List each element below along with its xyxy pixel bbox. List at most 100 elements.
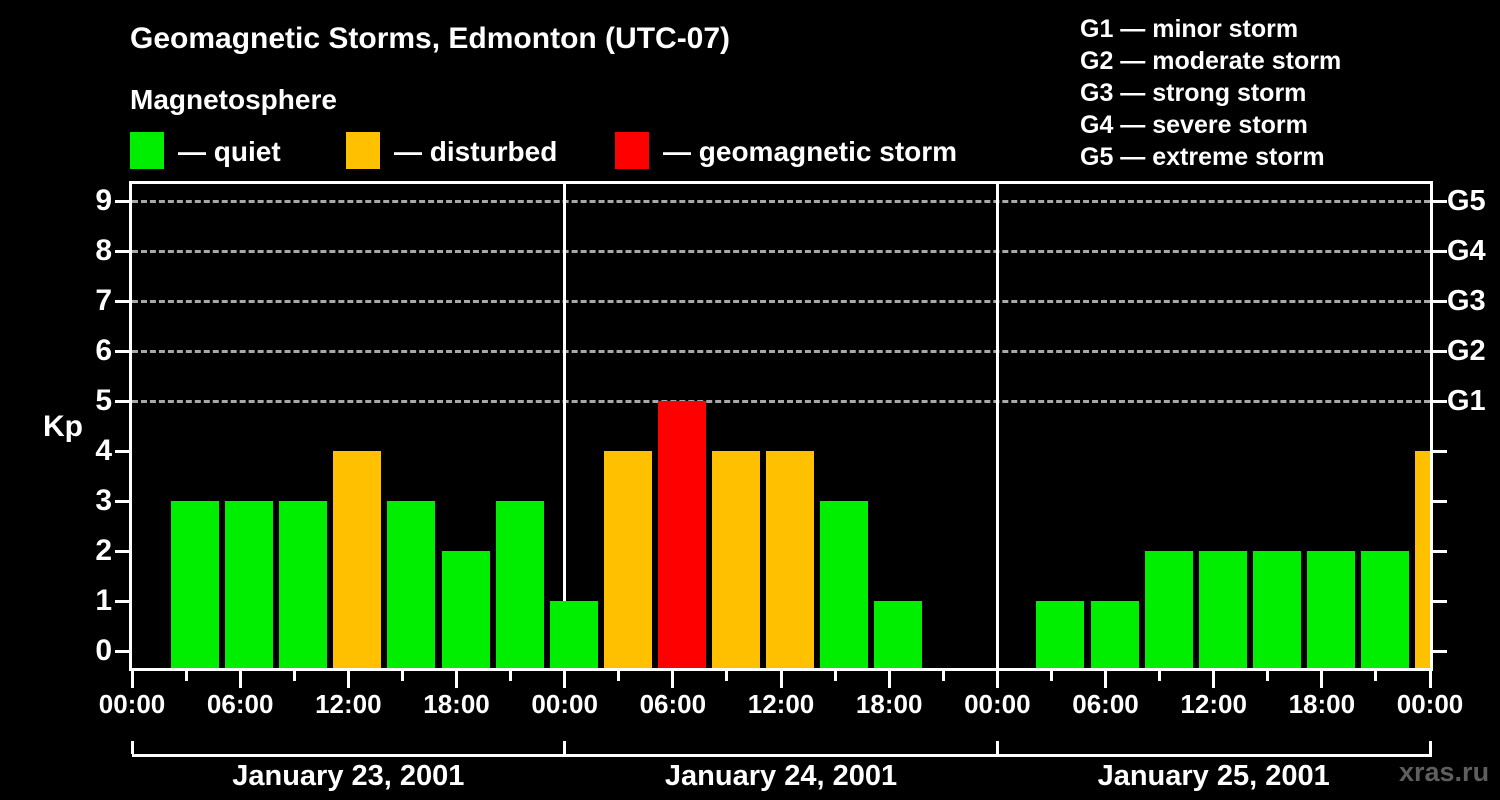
y-axis-tick [115, 199, 129, 203]
kp-bar [711, 451, 760, 668]
time-axis-minor-tick [1158, 671, 1162, 681]
time-axis-label: 06:00 [1072, 689, 1139, 719]
day-separator [563, 184, 567, 668]
y-axis-tick-label: 8 [95, 234, 112, 267]
g-scale-axis-label-g3: G3 [1447, 285, 1486, 317]
g-scale-axis-label-g1: G1 [1447, 385, 1486, 417]
y-axis-tick-right [1433, 499, 1447, 503]
time-axis-label: 00:00 [964, 689, 1031, 719]
g-scale-item-g4: G4 — severe storm [1080, 111, 1308, 139]
kp-bar [495, 501, 544, 668]
time-axis-label: 06:00 [206, 689, 274, 719]
legend-label-storm: — geomagnetic storm [663, 136, 958, 167]
g-scale-item-g3: G3 — strong storm [1080, 79, 1307, 107]
y-axis-tick-right [1433, 249, 1447, 253]
gridline-kp7 [132, 300, 1430, 303]
time-axis-major-tick [887, 671, 891, 688]
y-axis-tick [115, 399, 129, 403]
g-scale-axis-label-g5: G5 [1447, 185, 1486, 217]
time-axis-major-tick [455, 671, 458, 688]
time-axis-major-tick [238, 671, 242, 688]
g-scale-item-g1: G1 — minor storm [1080, 15, 1299, 43]
y-axis-title: Kp [43, 410, 83, 443]
kp-bar [1252, 551, 1301, 668]
kp-bar [549, 601, 598, 668]
y-axis-tick [115, 649, 129, 653]
time-axis-minor-tick [1049, 671, 1053, 681]
time-axis-minor-tick [617, 671, 621, 681]
date-label: January 23, 2001 [232, 760, 465, 792]
time-axis-label: 12:00 [315, 689, 382, 719]
kp-bar [1144, 551, 1193, 668]
y-axis-tick-right [1433, 449, 1447, 453]
kp-bar [441, 551, 490, 668]
y-axis-tick [115, 349, 129, 353]
time-axis-major-tick [346, 671, 350, 688]
y-axis-tick [115, 549, 129, 553]
time-axis-minor-tick [1374, 671, 1378, 681]
kp-bar [1306, 551, 1355, 668]
y-axis-tick-label: 2 [95, 534, 112, 567]
kp-bar [171, 501, 220, 668]
kp-bar [1415, 451, 1430, 668]
time-axis-minor-tick [400, 671, 404, 681]
gridline-kp6 [132, 350, 1430, 353]
kp-bar [1036, 601, 1085, 668]
y-axis-tick-right [1433, 299, 1447, 303]
day-separator [995, 184, 999, 668]
time-axis-label: 00:00 [531, 689, 598, 719]
g-scale-axis-label-g4: G4 [1447, 235, 1486, 267]
y-axis-tick [115, 599, 129, 603]
date-label: January 24, 2001 [664, 760, 898, 792]
date-axis-tick [130, 741, 134, 754]
kp-bar [874, 601, 923, 668]
time-axis-label: 00:00 [1396, 689, 1464, 719]
y-axis-tick-right [1433, 649, 1447, 653]
time-axis-label: 00:00 [98, 689, 166, 719]
time-axis-label: 12:00 [1180, 689, 1247, 719]
time-axis-minor-tick [725, 671, 729, 681]
y-axis-tick-label: 4 [95, 434, 112, 467]
time-axis-label: 18:00 [1288, 689, 1356, 719]
watermark: xras.ru [1399, 757, 1490, 787]
kp-bar [657, 401, 706, 668]
time-axis-major-tick [1212, 671, 1216, 688]
g-scale-item-g5: G5 — extreme storm [1080, 143, 1325, 171]
legend-swatch-storm-icon [615, 132, 649, 169]
time-axis-minor-tick [941, 671, 945, 681]
kp-bar-chart-plot-area [129, 181, 1433, 671]
time-axis-minor-tick [509, 671, 513, 681]
y-axis-tick-right [1433, 399, 1447, 403]
y-axis-tick [115, 449, 129, 453]
gridline-kp5 [132, 400, 1430, 403]
time-axis-minor-tick [1266, 671, 1270, 681]
time-axis-major-tick [1104, 671, 1107, 688]
y-axis-tick-label: 6 [95, 334, 112, 367]
y-axis-tick-label: 7 [95, 284, 112, 317]
date-axis-tick [995, 741, 999, 754]
y-axis-tick [115, 249, 129, 253]
kp-bar [225, 501, 274, 668]
y-axis-tick-label: 1 [95, 584, 112, 617]
time-axis-label: 18:00 [423, 689, 490, 719]
time-axis-major-tick [779, 671, 783, 688]
gridline-kp9 [132, 200, 1430, 203]
g-scale-legend: G1 — minor storm G2 — moderate storm G3 … [1080, 13, 1341, 173]
time-axis-major-tick [1320, 671, 1324, 688]
kp-bar [766, 451, 814, 668]
g-scale-axis-label-g2: G2 [1447, 335, 1486, 367]
page-title: Geomagnetic Storms, Edmonton (UTC-07) [130, 22, 731, 55]
kp-bar [820, 501, 869, 668]
time-axis-minor-tick [184, 671, 188, 681]
gridline-kp8 [132, 250, 1430, 253]
kp-bar [387, 501, 436, 668]
y-axis-tick [115, 499, 129, 503]
kp-bar [1198, 551, 1247, 668]
time-axis-major-tick [1428, 671, 1432, 688]
time-axis-minor-tick [292, 671, 296, 681]
time-axis-major-tick [563, 671, 567, 688]
chart-subtitle: Magnetosphere [130, 84, 337, 115]
y-axis-tick-right [1433, 199, 1447, 203]
date-axis-tick [1428, 741, 1432, 754]
